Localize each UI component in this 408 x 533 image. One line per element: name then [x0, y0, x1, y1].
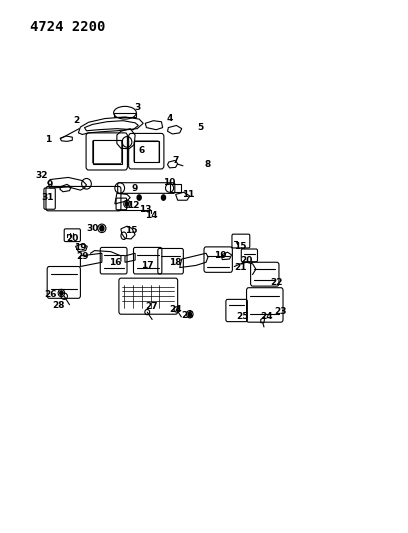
- Text: 21: 21: [234, 263, 247, 272]
- Text: 19: 19: [214, 252, 226, 261]
- Text: 7: 7: [173, 156, 179, 165]
- Text: 5: 5: [197, 123, 203, 132]
- Text: 24: 24: [260, 312, 273, 321]
- Text: 32: 32: [35, 171, 48, 180]
- Text: 31: 31: [42, 193, 54, 202]
- Text: 20: 20: [66, 234, 78, 243]
- Circle shape: [60, 291, 63, 295]
- Text: 19: 19: [74, 244, 87, 253]
- Text: 4724 2200: 4724 2200: [30, 20, 105, 34]
- Text: 13: 13: [139, 205, 151, 214]
- Text: 25: 25: [236, 312, 249, 321]
- Text: 8: 8: [205, 160, 211, 169]
- Text: 30: 30: [86, 224, 99, 233]
- Circle shape: [188, 312, 191, 317]
- Text: 29: 29: [76, 253, 89, 262]
- Text: 18: 18: [169, 259, 182, 267]
- Text: 17: 17: [141, 261, 153, 270]
- Bar: [93, 140, 122, 164]
- Text: 15: 15: [125, 226, 137, 235]
- Text: 10: 10: [163, 178, 176, 187]
- Text: 6: 6: [138, 147, 144, 156]
- Text: 23: 23: [275, 307, 287, 316]
- Circle shape: [137, 195, 141, 200]
- Text: 3: 3: [134, 103, 140, 112]
- Text: 22: 22: [271, 278, 283, 287]
- Bar: [170, 184, 181, 192]
- Circle shape: [125, 202, 129, 206]
- Text: 1: 1: [45, 135, 51, 144]
- Text: 20: 20: [240, 256, 253, 265]
- Text: 9: 9: [132, 183, 138, 192]
- Text: 27: 27: [145, 302, 157, 311]
- Circle shape: [162, 195, 166, 200]
- Text: 24: 24: [169, 305, 182, 314]
- Text: 2: 2: [73, 116, 80, 125]
- Text: 16: 16: [109, 258, 121, 266]
- Circle shape: [100, 225, 104, 231]
- Text: 28: 28: [52, 301, 64, 310]
- Text: 15: 15: [234, 242, 247, 251]
- Text: 26: 26: [44, 289, 56, 298]
- Text: 4: 4: [166, 114, 173, 123]
- Text: 14: 14: [145, 211, 157, 220]
- Text: 26: 26: [182, 311, 194, 320]
- Text: 12: 12: [127, 201, 140, 210]
- Text: 9: 9: [47, 180, 53, 189]
- Text: 11: 11: [182, 190, 194, 199]
- Bar: [134, 141, 159, 162]
